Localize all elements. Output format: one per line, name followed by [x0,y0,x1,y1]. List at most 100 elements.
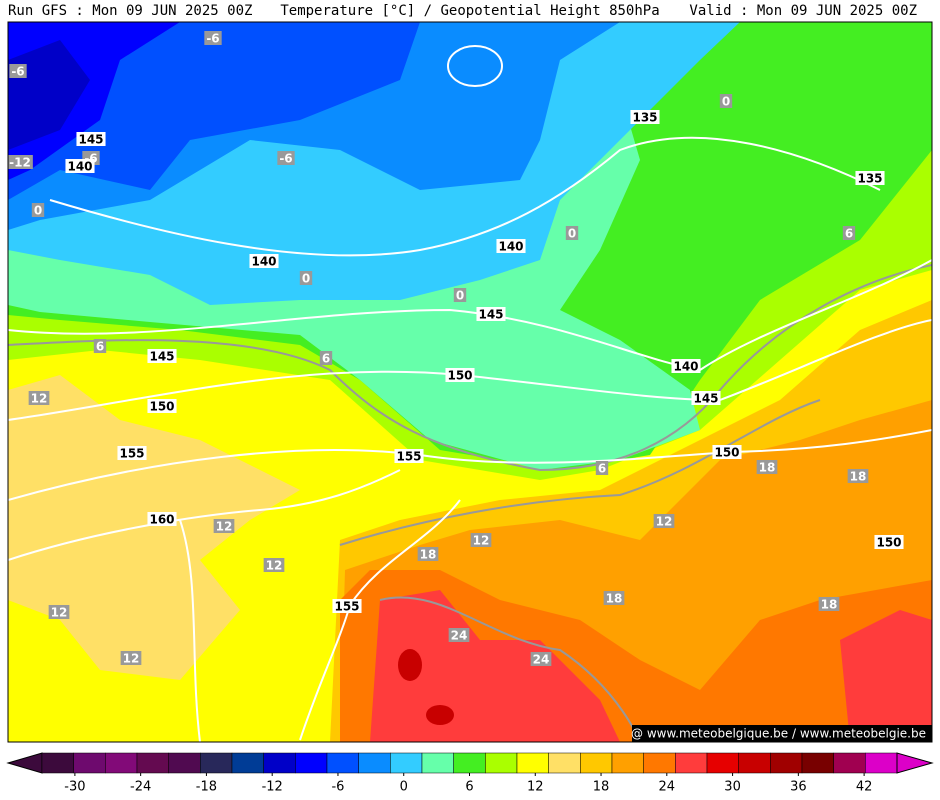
colorbar-segment [168,752,201,774]
colorbar-segment [263,752,296,774]
colorbar-tick-label: -6 [331,780,344,795]
temperature-label: 6 [319,351,333,366]
label-box [147,399,177,413]
colorbar-segment [801,752,834,774]
temperature-value: 0 [34,204,42,218]
label-box [299,271,313,285]
colorbar-segment [295,752,328,774]
height-label: 155 [117,446,147,461]
label-box [8,155,33,169]
label-box [277,151,295,165]
isohypse [8,319,932,421]
colorbar-segment [738,752,771,774]
isohypse [8,469,401,561]
height-label: 150 [874,535,904,550]
height-value: 140 [67,160,92,174]
temperature-value: 18 [759,461,776,475]
label-box [470,533,492,547]
temperature-label: 12 [28,391,50,406]
temperature-label: 12 [213,519,235,534]
height-value: 155 [334,600,359,614]
colorbar-segment [358,752,391,774]
credit: @ www.meteobelgique.be / www.meteobelgie… [631,727,926,741]
temperature-label: 12 [470,533,492,548]
temperature-label: -6 [204,31,222,46]
temperature-label: 12 [653,514,675,529]
colorbar-segment [453,752,486,774]
height-value: 140 [498,240,523,254]
height-label: 140 [671,359,701,374]
temperature-label: 0 [719,94,733,109]
temperature-value: 24 [533,653,550,667]
isohypse [179,519,201,742]
temperature-value: 0 [568,227,576,241]
label-box [93,339,107,353]
colorbar: -30 -24 -18 -12 -6 0 6 12 18 24 30 36 42 [6,752,934,795]
isohypse [447,45,503,87]
temperature-value: 6 [598,462,606,476]
temperature-value: -6 [11,65,24,79]
height-label: 150 [147,399,177,414]
label-box [394,449,424,463]
label-box [756,460,778,474]
height-value: 150 [876,536,901,550]
temperature-value: 12 [31,392,48,406]
height-value: 160 [149,513,174,527]
temperature-label: -6 [277,151,295,166]
height-label: 155 [332,599,362,614]
temperature-value: 12 [51,606,68,620]
temperature-label: 12 [48,605,70,620]
label-box [147,512,177,526]
temperature-label: 0 [299,271,313,286]
temperature-value: 0 [302,272,310,286]
colorbar-segment [833,752,866,774]
label-box [48,605,70,619]
temperature-label: -6 [9,64,27,79]
temperature-value: 12 [656,515,673,529]
temperature-label: 18 [847,469,869,484]
height-value: 150 [714,446,739,460]
temperature-value: 18 [850,470,867,484]
colorbar-segment [136,752,169,774]
temperature-value: 18 [821,598,838,612]
height-label: 140 [249,254,279,269]
height-label: 160 [147,512,177,527]
label-box [417,547,439,561]
label-box [847,469,869,483]
colorbar-segment [421,752,454,774]
colorbar-segment [231,752,264,774]
label-box [691,391,721,405]
temperature-label: -12 [8,155,33,170]
temperature-value: 18 [606,592,623,606]
field [840,610,932,742]
isotherm [379,596,641,742]
colorbar-segment [770,752,803,774]
temperature-value: -6 [206,32,219,46]
label-box [65,159,95,173]
height-value: 140 [251,255,276,269]
colorbar-segment [548,752,581,774]
label-box [874,535,904,549]
colorbar-tick-label: 12 [527,780,544,795]
isohypse [8,259,932,372]
field [398,649,422,681]
temperature-value: 6 [96,340,104,354]
label-box [453,288,467,302]
label-box [76,132,106,146]
height-value: 145 [78,133,103,147]
temperature-value: 12 [123,652,140,666]
colorbar-end [6,752,43,774]
colorbar-segment [675,752,708,774]
temperature-label: 18 [603,591,625,606]
height-label: 150 [712,445,742,460]
label-box [31,203,45,217]
label-box [263,558,285,572]
temperature-label: 6 [93,339,107,354]
label-box [653,514,675,528]
temperature-label: 18 [417,547,439,562]
temperature-label: 0 [31,203,45,218]
colorbar-tick-label: 0 [400,780,408,795]
colorbar-segment [865,752,898,774]
height-value: 145 [693,392,718,406]
